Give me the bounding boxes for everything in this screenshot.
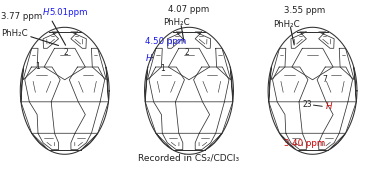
Text: 4.07 ppm: 4.07 ppm — [168, 5, 210, 14]
Text: 3.77 ppm: 3.77 ppm — [2, 12, 43, 21]
Text: H: H — [43, 8, 50, 17]
Text: PhH₂C: PhH₂C — [2, 29, 28, 38]
Text: PhH₂C: PhH₂C — [163, 18, 190, 27]
Text: Recorded in CS₂/CDCl₃: Recorded in CS₂/CDCl₃ — [138, 154, 240, 163]
Text: PhH₂C: PhH₂C — [273, 20, 300, 29]
Polygon shape — [20, 27, 109, 154]
Polygon shape — [144, 27, 234, 154]
Text: 4.50 ppm: 4.50 ppm — [144, 37, 186, 46]
Text: 1: 1 — [36, 62, 40, 71]
Text: 2: 2 — [184, 48, 189, 57]
Text: 5.01ppm: 5.01ppm — [50, 8, 88, 17]
Text: 2: 2 — [63, 48, 68, 57]
Text: 3.40 ppm: 3.40 ppm — [284, 139, 325, 148]
Polygon shape — [268, 27, 357, 154]
Text: 7: 7 — [322, 75, 327, 84]
Text: 3.55 ppm: 3.55 ppm — [284, 6, 325, 15]
Text: 1: 1 — [160, 64, 165, 73]
Text: H: H — [146, 54, 152, 63]
Text: H: H — [326, 102, 333, 111]
Text: 23: 23 — [302, 100, 312, 109]
